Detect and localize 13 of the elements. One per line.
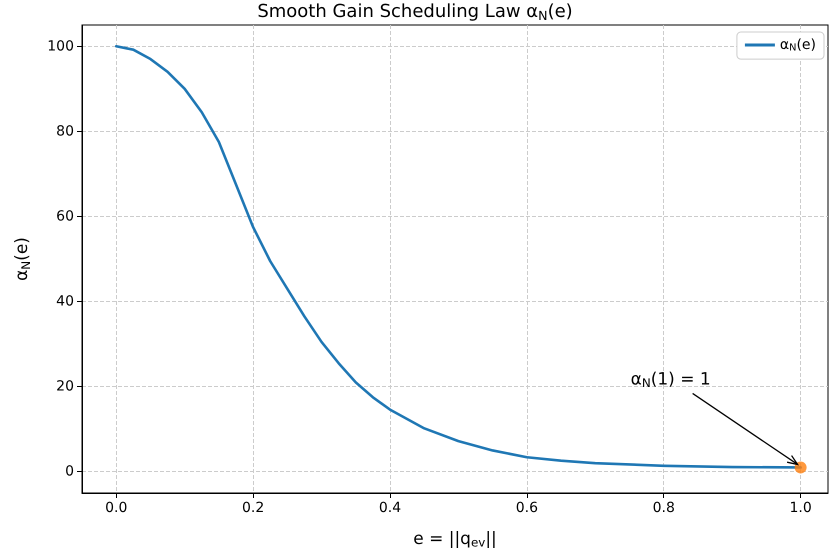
x-tick-label: 0.6 (516, 500, 538, 516)
y-tick-label: 40 (56, 294, 74, 310)
x-tick-label: 0.2 (242, 500, 264, 516)
x-tick-label: 0.8 (652, 500, 675, 516)
x-tick-label: 1.0 (789, 500, 812, 516)
y-tick-label: 100 (47, 38, 74, 54)
x-tick-label: 0.0 (105, 500, 128, 516)
y-axis-title: αN(e) (12, 237, 33, 281)
y-tick-label: 0 (65, 464, 74, 480)
y-tick-label: 20 (56, 378, 74, 395)
y-tick-label: 80 (56, 123, 74, 140)
x-tick-label: 0.4 (378, 500, 402, 516)
y-tick-label: 60 (56, 208, 74, 224)
